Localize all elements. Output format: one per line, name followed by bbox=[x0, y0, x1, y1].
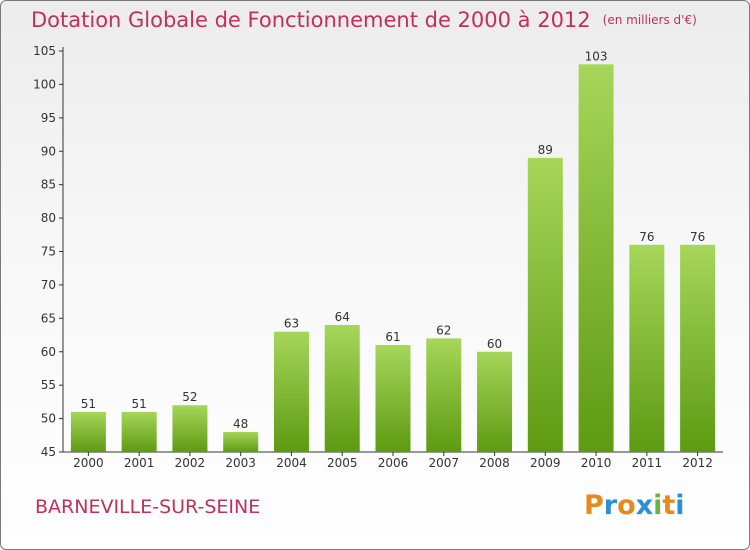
logo-letter: i bbox=[653, 490, 663, 521]
bar bbox=[629, 244, 665, 452]
x-tick-label: 2010 bbox=[581, 456, 612, 470]
bar-value-label: 64 bbox=[335, 310, 350, 324]
x-tick-label: 2002 bbox=[175, 456, 206, 470]
proxiti-logo[interactable]: Proxiti bbox=[584, 490, 685, 521]
axis-layer: 45 50 55 60 65 70 75 80 85 90 95 100 105 2000 2001 2002… bbox=[33, 44, 723, 470]
y-tick-label: 55 bbox=[41, 378, 56, 392]
chart-unit: (en milliers d'€) bbox=[602, 13, 697, 27]
bar bbox=[527, 157, 563, 452]
bar bbox=[375, 345, 411, 452]
bar bbox=[426, 338, 462, 452]
y-tick-label: 65 bbox=[41, 311, 56, 325]
y-tick-label: 75 bbox=[41, 245, 56, 259]
bar bbox=[578, 64, 614, 452]
y-tick-label: 100 bbox=[33, 77, 56, 91]
chart-title-text: Dotation Globale de Fonctionnement de 20… bbox=[31, 8, 591, 32]
logo-letter: i bbox=[675, 490, 685, 521]
bar bbox=[70, 411, 106, 452]
bar bbox=[477, 351, 513, 452]
x-tick-label: 2008 bbox=[479, 456, 510, 470]
y-tick-label: 45 bbox=[41, 445, 56, 459]
bar-value-label: 76 bbox=[639, 230, 654, 244]
y-tick-label: 50 bbox=[41, 412, 56, 426]
x-tick-label: 2007 bbox=[428, 456, 459, 470]
x-tick-label: 2004 bbox=[276, 456, 307, 470]
y-tick-label: 105 bbox=[33, 44, 56, 58]
bar-value-label: 63 bbox=[284, 317, 299, 331]
bar-value-label: 60 bbox=[487, 337, 502, 351]
bar-value-label: 103 bbox=[585, 49, 608, 63]
bar-value-label: 52 bbox=[182, 390, 197, 404]
y-tick-label: 80 bbox=[41, 211, 56, 225]
y-tick-label: 90 bbox=[41, 144, 56, 158]
x-tick-label: 2011 bbox=[632, 456, 663, 470]
x-tick-label: 2000 bbox=[73, 456, 104, 470]
bar-value-label: 51 bbox=[132, 397, 147, 411]
commune-name: BARNEVILLE-SUR-SEINE bbox=[35, 496, 261, 518]
x-tick-label: 2001 bbox=[124, 456, 155, 470]
bar-layer bbox=[70, 64, 716, 452]
x-tick-label: 2012 bbox=[682, 456, 713, 470]
bar bbox=[273, 331, 309, 452]
bar bbox=[680, 244, 716, 452]
logo-letter: x bbox=[635, 490, 654, 521]
logo-letter: P bbox=[584, 490, 604, 521]
bar bbox=[121, 411, 157, 452]
y-tick-label: 95 bbox=[41, 111, 56, 125]
x-tick-label: 2003 bbox=[225, 456, 256, 470]
bar-value-label: 76 bbox=[690, 230, 705, 244]
bar-value-label: 51 bbox=[81, 397, 96, 411]
bar-value-label: 89 bbox=[538, 143, 553, 157]
y-tick-label: 60 bbox=[41, 345, 56, 359]
x-tick-label: 2009 bbox=[530, 456, 561, 470]
x-tick-label: 2006 bbox=[378, 456, 409, 470]
y-tick-label: 85 bbox=[41, 178, 56, 192]
bar-value-label: 61 bbox=[385, 330, 400, 344]
logo-letter: t bbox=[662, 490, 676, 521]
bar bbox=[172, 405, 208, 452]
logo-letter: r bbox=[603, 490, 618, 521]
chart-title: Dotation Globale de Fonctionnement de 20… bbox=[31, 8, 697, 32]
logo-letter: o bbox=[617, 490, 636, 521]
bar-value-label: 62 bbox=[436, 323, 451, 337]
bar bbox=[223, 431, 259, 452]
y-tick-label: 70 bbox=[41, 278, 56, 292]
bar-value-label: 48 bbox=[233, 417, 248, 431]
x-tick-label: 2005 bbox=[327, 456, 358, 470]
label-layer: 51 51 52 48 63 64 61 62 60 89 103 76 76 bbox=[81, 49, 706, 431]
bar bbox=[324, 325, 360, 452]
